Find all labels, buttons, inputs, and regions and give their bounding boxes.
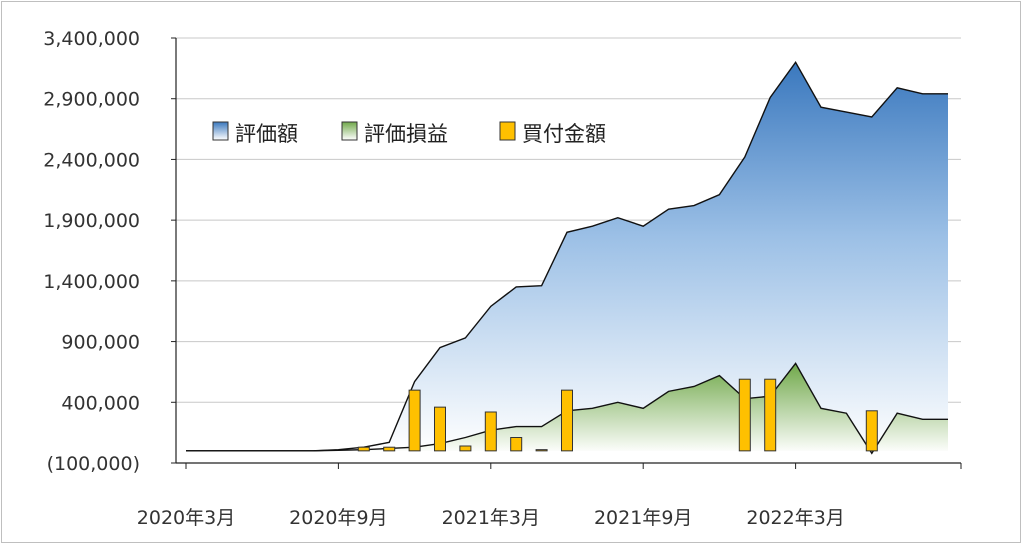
bar-purchase-9 [408, 389, 421, 452]
y-tick-label-2: 2,400,000 [43, 149, 140, 171]
x-tick-label-3: 2021年9月 [594, 507, 692, 529]
area-fill-series-1 [186, 363, 948, 454]
bar-series-layer [357, 378, 878, 452]
area-fill-series-0 [186, 62, 948, 451]
legend-swatch-profit-loss [341, 121, 358, 141]
bar-purchase-13 [510, 437, 523, 452]
legend-label-valuation: 評価額 [235, 122, 298, 146]
y-tick-label-3: 1,900,000 [43, 210, 140, 232]
tick-labels: 3,400,000 2,900,000 2,400,000 1,900,000 1,40… [43, 28, 845, 529]
legend-swatch-valuation [212, 121, 229, 141]
bar-purchase-12 [484, 411, 497, 452]
bar-purchase-11 [459, 445, 472, 452]
y-tick-label-7: (100,000) [47, 453, 140, 475]
bar-purchase-15 [561, 389, 573, 452]
y-tick-label-1: 2,900,000 [43, 89, 140, 111]
x-tick-label-4: 2022年3月 [746, 507, 844, 529]
legend-label-profit-loss: 評価損益 [364, 122, 448, 146]
bar-purchase-10 [434, 406, 446, 452]
bar-purchase-23 [764, 378, 777, 452]
legend-label-purchase: 買付金額 [522, 122, 606, 146]
axes [171, 37, 962, 469]
legend: 評価額 評価損益 買付金額 [212, 121, 606, 146]
y-tick-label-0: 3,400,000 [43, 28, 140, 50]
bar-purchase-14 [535, 449, 548, 452]
bar-purchase-7 [357, 446, 370, 452]
x-tick-label-2: 2021年3月 [442, 507, 540, 529]
bar-purchase-22 [738, 378, 751, 452]
legend-swatch-purchase [499, 121, 516, 141]
y-tick-label-6: 400,000 [61, 392, 140, 414]
bar-purchase-27 [865, 410, 878, 452]
x-tick-label-1: 2020年9月 [289, 507, 387, 529]
x-tick-label-0: 2020年3月 [137, 507, 235, 529]
y-tick-label-5: 900,000 [61, 332, 140, 354]
y-tick-label-4: 1,400,000 [43, 271, 140, 293]
bar-purchase-8 [383, 446, 396, 452]
